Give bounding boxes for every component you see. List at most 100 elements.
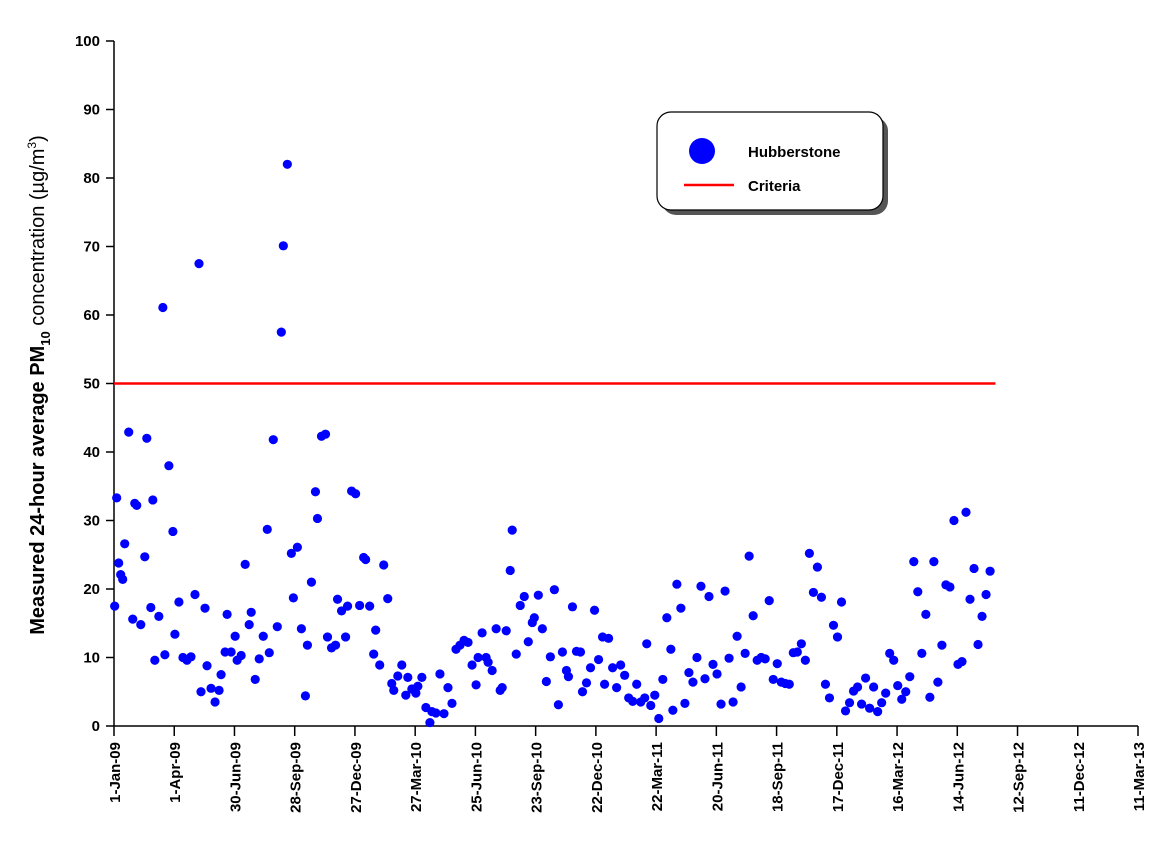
data-point <box>700 674 710 684</box>
legend-box <box>656 111 884 211</box>
data-point <box>471 680 481 690</box>
data-point <box>132 500 142 511</box>
data-point <box>120 539 130 549</box>
data-point <box>760 654 770 664</box>
data-point <box>351 489 361 499</box>
data-point <box>505 565 515 576</box>
data-point <box>804 548 814 558</box>
data-point <box>800 655 810 665</box>
data-point <box>254 654 264 664</box>
data-point <box>170 629 180 639</box>
data-point <box>836 597 847 607</box>
data-point <box>164 461 174 471</box>
data-point <box>244 620 254 630</box>
y-tick-label: 10 <box>83 650 100 667</box>
data-point <box>533 590 543 600</box>
data-point <box>286 548 296 558</box>
data-point <box>658 674 668 685</box>
data-point <box>519 591 529 602</box>
data-point <box>852 682 863 692</box>
data-point <box>640 693 650 703</box>
x-tick-label: 11-Mar-13 <box>1131 742 1148 811</box>
data-point <box>114 558 124 568</box>
data-point <box>893 680 903 691</box>
data-point <box>467 660 477 670</box>
data-point <box>142 433 152 443</box>
data-point <box>491 624 501 634</box>
data-point <box>957 657 967 667</box>
y-tick-label: 60 <box>83 307 100 324</box>
x-tick-label: 12-Sep-12 <box>1011 742 1028 813</box>
data-point <box>443 683 453 693</box>
data-point <box>150 655 160 665</box>
data-point <box>545 652 555 662</box>
data-point <box>148 495 158 505</box>
data-point <box>724 653 734 663</box>
data-point <box>913 587 923 597</box>
data-point <box>236 650 246 661</box>
data-point <box>397 660 407 670</box>
y-axis-title-sub: 10 <box>38 331 53 345</box>
y-axis-title-sup: 3 <box>25 142 39 149</box>
x-tick-label: 14-Jun-12 <box>950 742 967 812</box>
data-point <box>401 690 411 700</box>
data-point <box>873 707 883 717</box>
data-point <box>200 603 210 613</box>
data-point <box>646 700 656 711</box>
data-point <box>312 513 323 524</box>
data-point <box>511 649 521 659</box>
data-point <box>820 679 831 689</box>
data-point <box>716 699 726 709</box>
data-point <box>282 159 292 169</box>
data-point <box>977 611 987 622</box>
data-point <box>222 609 232 619</box>
data-point <box>483 657 493 667</box>
data-point <box>973 639 983 650</box>
data-point <box>909 557 919 567</box>
data-point <box>369 649 379 659</box>
data-point <box>413 681 423 691</box>
data-point <box>593 654 604 665</box>
data-point <box>507 525 517 535</box>
data-point <box>632 679 642 689</box>
data-point <box>158 302 168 313</box>
y-tick-label: 30 <box>83 513 100 530</box>
data-point <box>250 674 260 685</box>
data-point <box>628 696 638 706</box>
hubberstone-points <box>110 159 995 728</box>
data-point <box>676 603 686 613</box>
data-point <box>202 661 212 671</box>
x-tick-label: 17-Dec-11 <box>830 742 847 812</box>
data-point <box>537 624 547 634</box>
data-point <box>541 676 551 687</box>
legend-label-criteria: Criteria <box>748 178 801 195</box>
data-point <box>905 672 915 682</box>
data-point <box>310 487 321 497</box>
x-tick-label: 1-Jan-09 <box>107 742 124 803</box>
y-tick-label: 90 <box>83 102 100 119</box>
data-point <box>124 427 134 437</box>
y-tick-label: 70 <box>83 239 100 256</box>
data-point <box>581 678 592 688</box>
x-tick-label: 18-Sep-11 <box>770 742 787 812</box>
data-point <box>812 562 823 572</box>
data-point <box>672 579 682 589</box>
data-point <box>949 515 959 526</box>
data-point <box>969 563 979 574</box>
data-point <box>744 551 754 561</box>
x-tick-label: 22-Mar-11 <box>649 742 666 811</box>
data-point <box>921 609 931 619</box>
data-point <box>881 688 891 698</box>
data-point <box>917 648 927 658</box>
data-point <box>792 647 802 657</box>
data-point <box>720 586 730 596</box>
data-point <box>361 554 371 565</box>
data-point <box>342 601 353 611</box>
data-point <box>146 602 156 613</box>
data-point <box>704 591 714 602</box>
y-axis-title-mu: µ <box>27 181 49 193</box>
data-point <box>425 717 435 728</box>
data-point <box>748 611 758 621</box>
data-point <box>463 637 473 648</box>
data-point <box>276 327 286 337</box>
